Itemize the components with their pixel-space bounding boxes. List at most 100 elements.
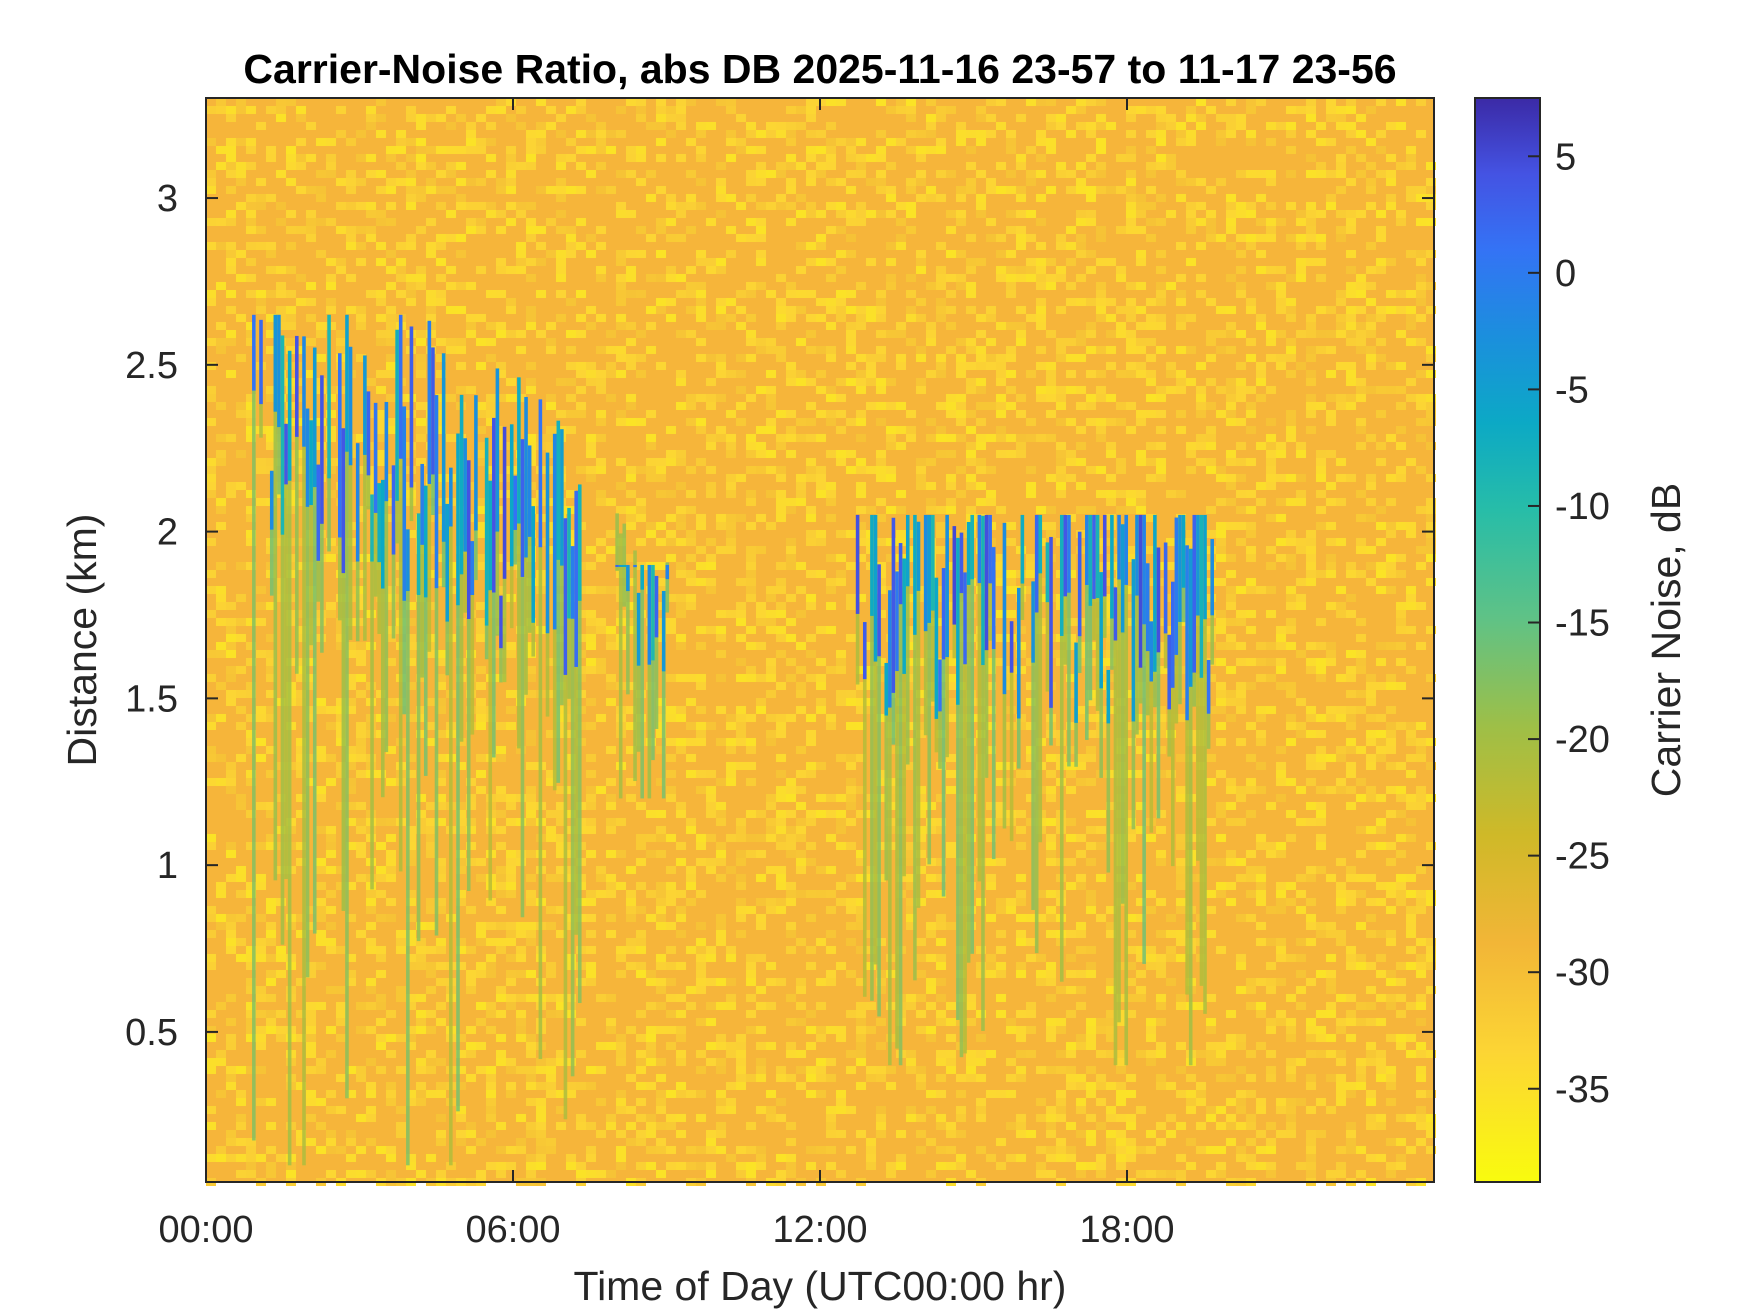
noise-cell bbox=[446, 122, 456, 130]
noise-cell bbox=[246, 962, 256, 970]
noise-cell bbox=[356, 842, 366, 850]
noise-cell bbox=[936, 266, 946, 274]
noise-cell bbox=[386, 1154, 396, 1162]
noise-cell bbox=[256, 842, 266, 850]
noise-cell bbox=[206, 218, 216, 226]
noise-cell bbox=[916, 386, 926, 394]
noise-cell bbox=[656, 1106, 666, 1114]
noise-cell bbox=[576, 370, 586, 378]
noise-cell bbox=[786, 314, 796, 322]
noise-cell bbox=[236, 1122, 246, 1130]
noise-cell bbox=[1106, 346, 1116, 354]
noise-cell bbox=[306, 1098, 316, 1106]
noise-cell bbox=[576, 1170, 586, 1178]
noise-cell bbox=[366, 202, 376, 210]
noise-cell bbox=[846, 562, 856, 570]
noise-cell bbox=[206, 650, 216, 658]
noise-cell bbox=[306, 298, 316, 306]
noise-cell bbox=[846, 898, 856, 906]
noise-cell bbox=[1076, 1130, 1086, 1138]
noise-cell bbox=[316, 786, 326, 794]
noise-cell bbox=[1176, 378, 1186, 386]
noise-cell bbox=[766, 1042, 776, 1050]
noise-cell bbox=[1176, 874, 1186, 882]
noise-cell bbox=[546, 1074, 556, 1082]
noise-cell bbox=[606, 146, 616, 154]
noise-cell bbox=[546, 770, 556, 778]
noise-cell bbox=[1116, 266, 1126, 274]
noise-cell bbox=[466, 226, 476, 234]
noise-cell bbox=[476, 1138, 486, 1146]
noise-cell bbox=[426, 314, 436, 322]
noise-cell bbox=[1106, 1026, 1116, 1034]
noise-cell bbox=[466, 1122, 476, 1130]
noise-cell bbox=[726, 762, 736, 770]
noise-cell bbox=[1036, 970, 1046, 978]
noise-cell bbox=[1086, 906, 1096, 914]
noise-cell bbox=[1166, 1114, 1176, 1122]
noise-cell bbox=[626, 402, 636, 410]
noise-cell bbox=[1016, 930, 1026, 938]
noise-cell bbox=[1026, 1050, 1036, 1058]
noise-cell bbox=[1156, 1138, 1166, 1146]
noise-cell bbox=[316, 194, 326, 202]
noise-cell bbox=[526, 1082, 536, 1090]
noise-cell bbox=[926, 482, 936, 490]
noise-cell bbox=[826, 306, 836, 314]
noise-cell bbox=[526, 1074, 536, 1082]
noise-cell bbox=[496, 266, 506, 274]
noise-cell bbox=[946, 922, 956, 930]
noise-cell bbox=[1096, 122, 1106, 130]
noise-cell bbox=[286, 98, 296, 106]
noise-cell bbox=[346, 914, 356, 922]
noise-cell bbox=[806, 842, 816, 850]
noise-cell bbox=[1196, 274, 1206, 282]
noise-cell bbox=[636, 98, 646, 106]
noise-cell bbox=[536, 1154, 546, 1162]
noise-cell bbox=[406, 914, 416, 922]
noise-cell bbox=[226, 330, 236, 338]
noise-cell bbox=[1166, 154, 1176, 162]
noise-cell bbox=[846, 290, 856, 298]
noise-cell bbox=[416, 146, 426, 154]
noise-cell bbox=[966, 474, 976, 482]
noise-cell bbox=[216, 914, 226, 922]
noise-cell bbox=[656, 362, 666, 370]
noise-cell bbox=[426, 842, 436, 850]
noise-cell bbox=[866, 1154, 876, 1162]
noise-cell bbox=[576, 130, 586, 138]
noise-cell bbox=[706, 794, 716, 802]
noise-cell bbox=[316, 914, 326, 922]
noise-cell bbox=[626, 98, 636, 106]
noise-cell bbox=[406, 178, 416, 186]
noise-cell bbox=[716, 186, 726, 194]
noise-cell bbox=[1026, 370, 1036, 378]
noise-cell bbox=[666, 1090, 676, 1098]
noise-cell bbox=[246, 258, 256, 266]
noise-cell bbox=[696, 1162, 706, 1170]
noise-cell bbox=[246, 410, 256, 418]
noise-cell bbox=[526, 362, 536, 370]
noise-cell bbox=[586, 250, 596, 258]
noise-cell bbox=[436, 290, 446, 298]
noise-cell bbox=[256, 938, 266, 946]
noise-cell bbox=[1016, 210, 1026, 218]
noise-cell bbox=[526, 762, 536, 770]
noise-cell bbox=[806, 1146, 816, 1154]
noise-cell bbox=[896, 106, 906, 114]
noise-cell bbox=[236, 1114, 246, 1122]
noise-cell bbox=[486, 170, 496, 178]
noise-cell bbox=[1006, 522, 1016, 530]
noise-cell bbox=[1196, 394, 1206, 402]
noise-cell bbox=[726, 106, 736, 114]
noise-cell bbox=[706, 1138, 716, 1146]
noise-cell bbox=[996, 1010, 1006, 1018]
noise-cell bbox=[336, 130, 346, 138]
noise-cell bbox=[646, 1082, 656, 1090]
noise-cell bbox=[776, 1154, 786, 1162]
noise-cell bbox=[936, 826, 946, 834]
noise-cell bbox=[906, 202, 916, 210]
noise-cell bbox=[876, 538, 886, 546]
noise-cell bbox=[476, 458, 486, 466]
noise-cell bbox=[836, 882, 846, 890]
